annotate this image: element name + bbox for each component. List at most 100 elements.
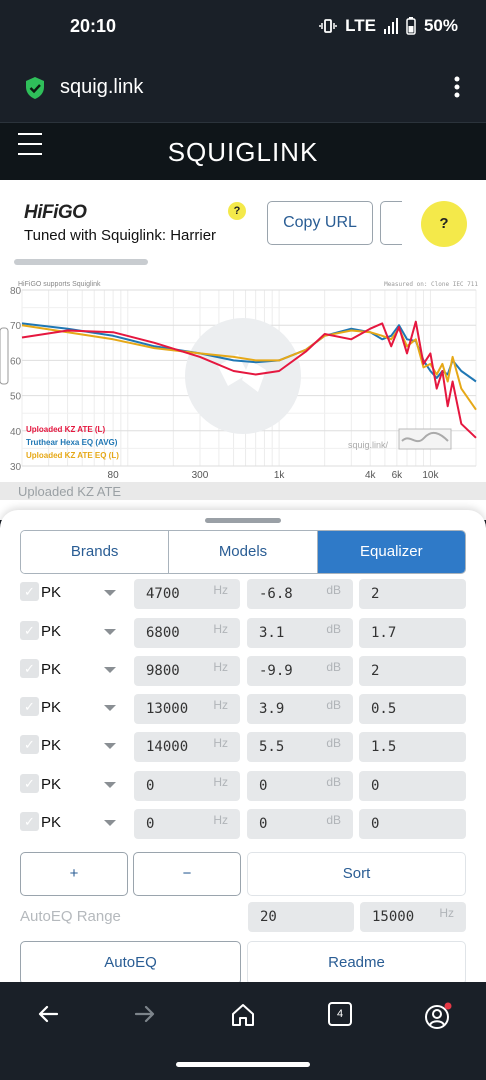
chevron-down-icon[interactable] bbox=[104, 743, 116, 749]
chevron-down-icon[interactable] bbox=[104, 705, 116, 711]
series-line bbox=[21, 324, 477, 411]
gain-unit: dB bbox=[326, 736, 341, 750]
freq-value: 0 bbox=[146, 778, 155, 794]
partial-button[interactable] bbox=[380, 201, 402, 245]
behind-text: Uploaded KZ ATE bbox=[18, 484, 121, 499]
eq-row: ✓ PK 0 Hz 0 dB 0 bbox=[0, 809, 486, 839]
filter-type[interactable]: PK bbox=[41, 623, 62, 640]
gain-value: -9.9 bbox=[259, 663, 293, 679]
filter-type[interactable]: PK bbox=[41, 661, 62, 678]
tab-models[interactable]: Models bbox=[169, 531, 318, 573]
q-input[interactable]: 1.7 bbox=[359, 618, 466, 648]
autoeq-range-max-input[interactable]: 15000 Hz bbox=[360, 902, 466, 932]
q-value: 0 bbox=[371, 778, 380, 794]
legend-entry: Uploaded KZ ATE EQ (L) bbox=[26, 451, 119, 460]
gain-input[interactable]: -6.8 dB bbox=[247, 579, 353, 609]
home-icon[interactable] bbox=[230, 1002, 256, 1028]
tab-switcher-icon[interactable]: 4 bbox=[328, 1002, 352, 1026]
filter-type[interactable]: PK bbox=[41, 776, 62, 793]
freq-unit: Hz bbox=[213, 813, 228, 827]
series-line bbox=[21, 320, 477, 439]
remove-filter-button[interactable]: − bbox=[133, 852, 241, 896]
gain-input[interactable]: 5.5 dB bbox=[247, 732, 353, 762]
y-tick-label: 30 bbox=[10, 462, 22, 473]
battery-percent: 50% bbox=[423, 16, 458, 35]
gain-input[interactable]: 0 dB bbox=[247, 809, 353, 839]
filter-type[interactable]: PK bbox=[41, 699, 62, 716]
tab-bar: Brands Models Equalizer bbox=[20, 530, 466, 574]
x-tick-label: 4k bbox=[365, 470, 377, 481]
freq-input[interactable]: 6800 Hz bbox=[134, 618, 240, 648]
enable-checkbox[interactable]: ✓ bbox=[20, 735, 39, 754]
freq-input[interactable]: 9800 Hz bbox=[134, 656, 240, 686]
enable-checkbox[interactable]: ✓ bbox=[20, 774, 39, 793]
sheet-drag-handle[interactable] bbox=[205, 518, 281, 523]
freq-value: 0 bbox=[146, 816, 155, 832]
help-button[interactable]: ? bbox=[421, 201, 467, 247]
readme-button[interactable]: Readme bbox=[247, 941, 466, 982]
gain-input[interactable]: 3.9 dB bbox=[247, 694, 353, 724]
q-value: 2 bbox=[371, 586, 380, 602]
freq-value: 9800 bbox=[146, 663, 180, 679]
gain-unit: dB bbox=[326, 583, 341, 597]
gain-unit: dB bbox=[326, 813, 341, 827]
eq-row: ✓ PK 9800 Hz -9.9 dB 2 bbox=[0, 656, 486, 686]
chevron-down-icon[interactable] bbox=[104, 782, 116, 788]
filter-type[interactable]: PK bbox=[41, 814, 62, 831]
filter-type[interactable]: PK bbox=[41, 737, 62, 754]
frequency-response-graph[interactable]: HiFiGO supports Squiglink Measured on: C… bbox=[0, 276, 486, 500]
graph-drag-handle[interactable] bbox=[0, 327, 9, 385]
enable-checkbox[interactable]: ✓ bbox=[20, 697, 39, 716]
status-icons: LTE 50% bbox=[319, 16, 458, 36]
autoeq-button[interactable]: AutoEQ bbox=[20, 941, 241, 982]
q-input[interactable]: 0 bbox=[359, 771, 466, 801]
autoeq-range-min-input[interactable]: 20 bbox=[248, 902, 354, 932]
url-text[interactable]: squig.link bbox=[60, 76, 144, 98]
freq-input[interactable]: 0 Hz bbox=[134, 809, 240, 839]
chevron-down-icon[interactable] bbox=[104, 667, 116, 673]
back-arrow-icon[interactable] bbox=[36, 1002, 60, 1026]
enable-checkbox[interactable]: ✓ bbox=[20, 812, 39, 831]
q-input[interactable]: 2 bbox=[359, 579, 466, 609]
browser-url-bar: squig.link bbox=[0, 54, 486, 122]
watermark-right: Measured on: Clone IEC 711 bbox=[384, 281, 478, 288]
chevron-down-icon[interactable] bbox=[104, 590, 116, 596]
legend-entry: Uploaded KZ ATE (L) bbox=[26, 425, 105, 434]
q-input[interactable]: 2 bbox=[359, 656, 466, 686]
sort-button[interactable]: Sort bbox=[247, 852, 466, 896]
q-input[interactable]: 0.5 bbox=[359, 694, 466, 724]
q-input[interactable]: 0 bbox=[359, 809, 466, 839]
freq-input[interactable]: 13000 Hz bbox=[134, 694, 240, 724]
y-tick-label: 40 bbox=[10, 427, 22, 438]
secure-shield-icon[interactable] bbox=[24, 76, 46, 100]
gain-input[interactable]: -9.9 dB bbox=[247, 656, 353, 686]
forward-arrow-icon[interactable] bbox=[133, 1002, 157, 1026]
help-small-button[interactable]: ? bbox=[228, 202, 246, 220]
copy-url-button[interactable]: Copy URL bbox=[267, 201, 373, 245]
enable-checkbox[interactable]: ✓ bbox=[20, 582, 39, 601]
chevron-down-icon[interactable] bbox=[104, 820, 116, 826]
chevron-down-icon[interactable] bbox=[104, 629, 116, 635]
freq-value: 14000 bbox=[146, 739, 189, 755]
freq-input[interactable]: 4700 Hz bbox=[134, 579, 240, 609]
eq-row: ✓ PK 0 Hz 0 dB 0 bbox=[0, 771, 486, 801]
q-input[interactable]: 1.5 bbox=[359, 732, 466, 762]
more-options-icon[interactable] bbox=[454, 76, 460, 98]
gain-input[interactable]: 0 dB bbox=[247, 771, 353, 801]
horizontal-scrollbar[interactable] bbox=[14, 259, 148, 265]
tab-equalizer[interactable]: Equalizer bbox=[317, 531, 465, 573]
add-filter-button[interactable]: + bbox=[20, 852, 128, 896]
y-tick-label: 80 bbox=[10, 286, 22, 297]
watermark-left: HiFiGO supports Squiglink bbox=[18, 281, 101, 288]
equalizer-sheet: Brands Models Equalizer ✓ PK 4700 Hz -6.8… bbox=[0, 510, 486, 982]
enable-checkbox[interactable]: ✓ bbox=[20, 621, 39, 640]
freq-unit: Hz bbox=[213, 775, 228, 789]
freq-input[interactable]: 0 Hz bbox=[134, 771, 240, 801]
tab-brands[interactable]: Brands bbox=[21, 531, 170, 573]
filter-type[interactable]: PK bbox=[41, 584, 62, 601]
enable-checkbox[interactable]: ✓ bbox=[20, 659, 39, 678]
freq-input[interactable]: 14000 Hz bbox=[134, 732, 240, 762]
hamburger-menu-icon[interactable] bbox=[18, 133, 42, 155]
account-icon[interactable] bbox=[424, 1002, 452, 1030]
gain-input[interactable]: 3.1 dB bbox=[247, 618, 353, 648]
